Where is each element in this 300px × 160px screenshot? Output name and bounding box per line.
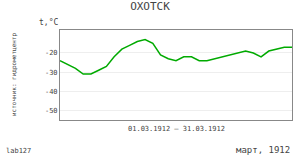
svg-text:ОХОТСК: ОХОТСК <box>130 0 170 13</box>
svg-text:март, 1912: март, 1912 <box>236 145 290 155</box>
svg-text:-30: -30 <box>45 69 58 77</box>
svg-text:-50: -50 <box>45 107 58 115</box>
svg-text:-40: -40 <box>45 88 58 96</box>
svg-text:lab127: lab127 <box>6 147 31 155</box>
svg-text:-20: -20 <box>45 49 58 57</box>
svg-text:01.03.1912 – 31.03.1912: 01.03.1912 – 31.03.1912 <box>128 125 225 133</box>
svg-text:источник: гидрометцентр: источник: гидрометцентр <box>10 33 18 116</box>
svg-text:t,°C: t,°C <box>39 18 58 27</box>
